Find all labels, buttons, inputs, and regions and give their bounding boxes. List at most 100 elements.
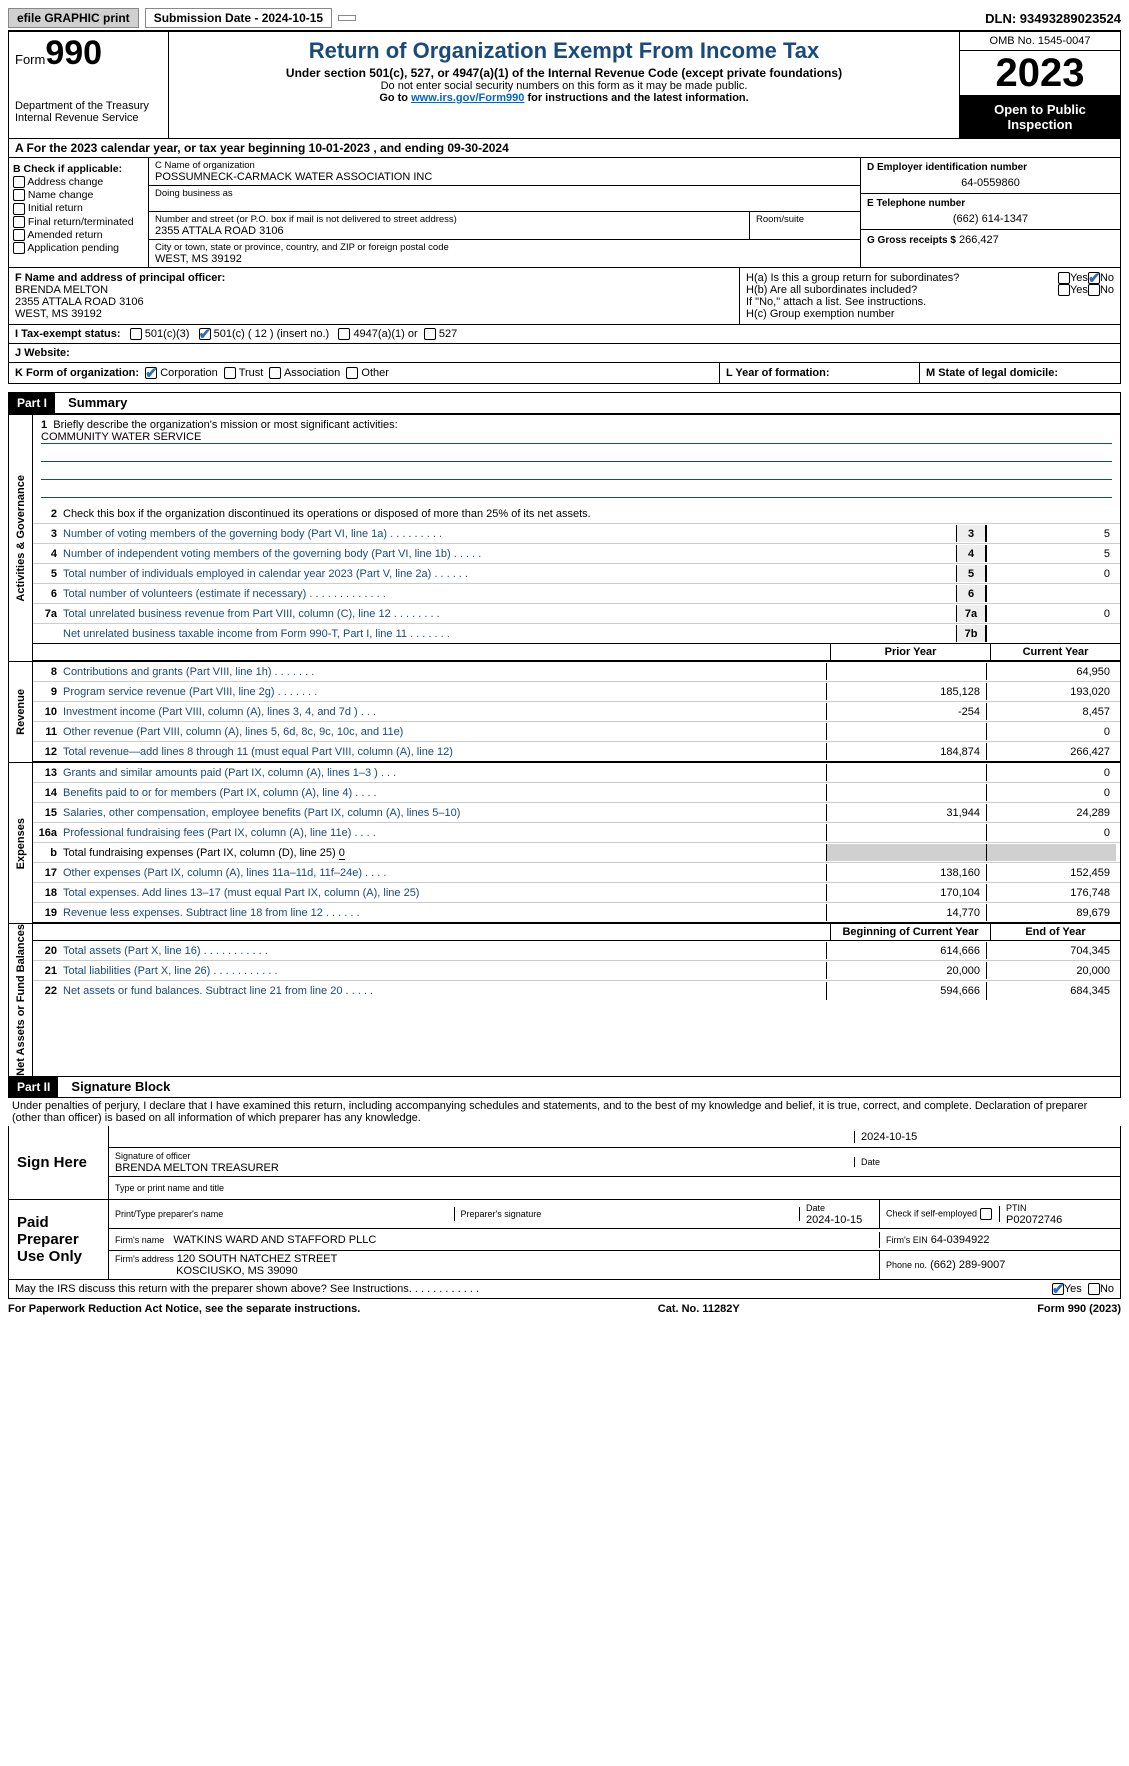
discuss-yes: Yes — [1064, 1283, 1082, 1295]
p10: -254 — [826, 703, 986, 720]
cb-amended[interactable] — [13, 229, 25, 241]
l6-text: Total number of volunteers (estimate if … — [63, 588, 956, 600]
vtab-expenses: Expenses — [15, 818, 27, 869]
lbl-trust: Trust — [239, 367, 264, 379]
ha-label: H(a) Is this a group return for subordin… — [746, 272, 1058, 284]
cb-initial-return[interactable] — [13, 203, 25, 215]
city-label: City or town, state or province, country… — [155, 242, 854, 253]
prep-sig-lbl: Preparer's signature — [455, 1207, 801, 1221]
gross-label: G Gross receipts $ — [867, 235, 956, 246]
end-year-hdr: End of Year — [990, 924, 1120, 940]
governance-section: Activities & Governance 1 Briefly descri… — [8, 415, 1121, 662]
l20: Total assets (Part X, line 16) . . . . .… — [63, 945, 826, 957]
lbl-name-change: Name change — [28, 189, 93, 201]
c20: 704,345 — [986, 942, 1116, 959]
footer-right-post: (2023) — [1086, 1303, 1121, 1315]
mission-line3 — [41, 464, 1112, 480]
c12: 266,427 — [986, 743, 1116, 760]
discuss-text: May the IRS discuss this return with the… — [15, 1283, 1052, 1295]
p18: 170,104 — [826, 884, 986, 901]
ptin-lbl: PTIN — [1006, 1203, 1027, 1213]
irs-link[interactable]: www.irs.gov/Form990 — [411, 92, 524, 104]
header-block: B Check if applicable: Address change Na… — [8, 158, 1121, 268]
cb-501c[interactable] — [199, 328, 211, 340]
row-i: I Tax-exempt status: 501(c)(3) 501(c) ( … — [8, 325, 1121, 344]
gross-value: 266,427 — [959, 234, 999, 246]
form-org-label: K Form of organization: — [15, 367, 139, 379]
l11: Other revenue (Part VIII, column (A), li… — [63, 726, 826, 738]
tax-year: 2023 — [960, 51, 1120, 96]
sig-date-lbl: Date — [854, 1157, 1114, 1167]
firm-name-lbl: Firm's name — [115, 1235, 164, 1245]
l7a-text: Total unrelated business revenue from Pa… — [63, 608, 956, 620]
cb-discuss-no[interactable] — [1088, 1283, 1100, 1295]
prep-date: 2024-10-15 — [806, 1214, 862, 1226]
org-name: POSSUMNECK-CARMACK WATER ASSOCIATION INC — [155, 171, 854, 183]
lbl-527: 527 — [439, 328, 457, 340]
efile-button[interactable]: efile GRAPHIC print — [8, 8, 139, 28]
cb-ha-yes[interactable] — [1058, 272, 1070, 284]
v4: 5 — [986, 545, 1116, 562]
cb-trust[interactable] — [224, 367, 236, 379]
form-title: Return of Organization Exempt From Incom… — [177, 38, 951, 64]
cb-corp[interactable] — [145, 367, 157, 379]
ein-label: D Employer identification number — [867, 162, 1114, 173]
l12: Total revenue—add lines 8 through 11 (mu… — [63, 746, 826, 758]
l1-text: Briefly describe the organization's miss… — [53, 419, 397, 431]
sign-here: Sign Here — [9, 1126, 109, 1199]
addr-value: 2355 ATTALA ROAD 3106 — [155, 225, 743, 237]
current-year-hdr: Current Year — [990, 644, 1120, 660]
goto-post: for instructions and the latest informat… — [524, 92, 748, 104]
cb-hb-yes[interactable] — [1058, 284, 1070, 296]
lbl-amended: Amended return — [27, 229, 102, 241]
vtab-revenue: Revenue — [15, 689, 27, 735]
lbl-initial: Initial return — [28, 202, 83, 214]
discuss-row: May the IRS discuss this return with the… — [8, 1280, 1121, 1299]
officer-label: F Name and address of principal officer: — [15, 272, 733, 284]
cb-other[interactable] — [346, 367, 358, 379]
cb-527[interactable] — [424, 328, 436, 340]
p16b-shade — [826, 844, 986, 861]
lbl-4947: 4947(a)(1) or — [353, 328, 417, 340]
v6 — [986, 585, 1116, 602]
p11 — [826, 723, 986, 740]
vtab-governance: Activities & Governance — [15, 475, 27, 602]
ssn-note: Do not enter social security numbers on … — [177, 80, 951, 92]
ein-value: 64-0559860 — [867, 173, 1114, 189]
c8: 64,950 — [986, 663, 1116, 680]
check-self: Check if self-employed — [886, 1208, 977, 1218]
cb-assoc[interactable] — [269, 367, 281, 379]
row-k: K Form of organization: Corporation Trus… — [8, 363, 1121, 384]
cb-final-return[interactable] — [13, 216, 25, 228]
cb-self-employed[interactable] — [980, 1208, 992, 1220]
cb-ha-no[interactable] — [1088, 272, 1100, 284]
p14 — [826, 784, 986, 801]
sig-officer-lbl: Signature of officer — [115, 1151, 190, 1161]
hb-yes: Yes — [1070, 284, 1088, 296]
l16b-pre: Total fundraising expenses (Part IX, col… — [63, 847, 339, 859]
c16a: 0 — [986, 824, 1116, 841]
ptin-val: P02072746 — [1006, 1214, 1062, 1226]
cb-address-change[interactable] — [13, 176, 25, 188]
c22: 684,345 — [986, 982, 1116, 1000]
cb-501c3[interactable] — [130, 328, 142, 340]
col-b-checkboxes: B Check if applicable: Address change Na… — [9, 158, 149, 267]
l22: Net assets or fund balances. Subtract li… — [63, 985, 826, 997]
declaration-text: Under penalties of perjury, I declare th… — [8, 1098, 1121, 1126]
p21: 20,000 — [826, 962, 986, 979]
goto-pre: Go to — [379, 92, 411, 104]
lbl-assoc: Association — [284, 367, 340, 379]
cb-name-change[interactable] — [13, 189, 25, 201]
l16a: Professional fundraising fees (Part IX, … — [63, 827, 826, 839]
cb-4947[interactable] — [338, 328, 350, 340]
c17: 152,459 — [986, 864, 1116, 881]
footer-right-pre: Form — [1037, 1303, 1068, 1315]
c10: 8,457 — [986, 703, 1116, 720]
l18: Total expenses. Add lines 13–17 (must eq… — [63, 887, 826, 899]
cb-hb-no[interactable] — [1088, 284, 1100, 296]
beg-year-hdr: Beginning of Current Year — [830, 924, 990, 940]
discuss-no: No — [1100, 1283, 1114, 1295]
tel-label: E Telephone number — [867, 198, 1114, 209]
cb-discuss-yes[interactable] — [1052, 1283, 1064, 1295]
cb-app-pending[interactable] — [13, 242, 25, 254]
